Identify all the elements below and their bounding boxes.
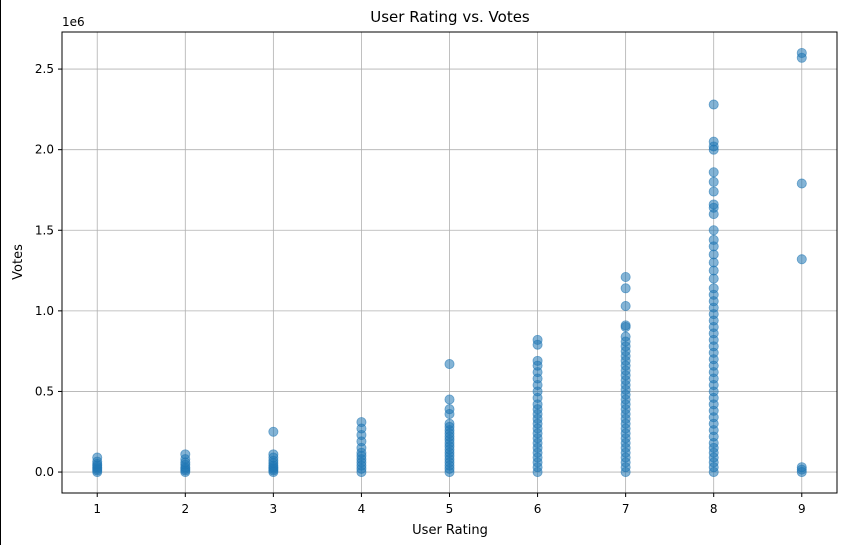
y-tick-label: 0.5 bbox=[35, 384, 54, 398]
y-tick-label: 2.0 bbox=[35, 143, 54, 157]
data-point bbox=[708, 199, 719, 210]
data-point bbox=[532, 334, 543, 345]
x-tick-label: 6 bbox=[534, 502, 542, 516]
data-point bbox=[796, 47, 807, 58]
data-point bbox=[356, 417, 367, 428]
data-point bbox=[708, 176, 719, 187]
y-tick-label: 1.0 bbox=[35, 304, 54, 318]
data-point bbox=[708, 186, 719, 197]
chart-title: User Rating vs. Votes bbox=[370, 8, 530, 26]
data-point bbox=[444, 394, 455, 405]
x-tick-label: 8 bbox=[710, 502, 718, 516]
x-tick-label: 3 bbox=[270, 502, 278, 516]
data-point bbox=[268, 426, 279, 437]
data-point bbox=[708, 234, 719, 245]
axis-ticks: 1 2 3 4 5 6 7 8 9 0.0 0.5 1.0 1.5 2.0 2.5 bbox=[35, 62, 806, 516]
left-edge-line bbox=[0, 0, 1, 545]
x-tick-label: 1 bbox=[93, 502, 101, 516]
y-axis-label: Votes bbox=[11, 244, 26, 280]
x-tick-label: 5 bbox=[446, 502, 454, 516]
data-point bbox=[620, 272, 631, 283]
data-point bbox=[708, 283, 719, 294]
data-point bbox=[620, 331, 631, 342]
data-point bbox=[620, 301, 631, 312]
data-point bbox=[620, 320, 631, 331]
data-point bbox=[444, 359, 455, 370]
y-tick-label: 1.5 bbox=[35, 223, 54, 237]
data-point bbox=[796, 254, 807, 265]
data-point bbox=[532, 355, 543, 366]
data-point bbox=[92, 452, 103, 463]
data-point bbox=[708, 136, 719, 147]
x-tick-label: 7 bbox=[622, 502, 630, 516]
data-point bbox=[796, 462, 807, 473]
data-point bbox=[796, 178, 807, 189]
data-point bbox=[708, 167, 719, 178]
data-point bbox=[620, 283, 631, 294]
x-tick-label: 2 bbox=[181, 502, 189, 516]
data-point bbox=[444, 418, 455, 429]
y-axis-offset-label: 1e6 bbox=[62, 15, 85, 29]
x-axis-label: User Rating bbox=[412, 523, 488, 538]
y-tick-label: 0.0 bbox=[35, 465, 54, 479]
data-point bbox=[180, 449, 191, 460]
y-tick-label: 2.5 bbox=[35, 62, 54, 76]
data-points bbox=[92, 47, 807, 478]
data-point bbox=[444, 404, 455, 415]
data-point bbox=[708, 99, 719, 110]
x-tick-label: 4 bbox=[358, 502, 366, 516]
data-point bbox=[268, 449, 279, 460]
x-tick-label: 9 bbox=[798, 502, 806, 516]
data-point bbox=[708, 225, 719, 236]
